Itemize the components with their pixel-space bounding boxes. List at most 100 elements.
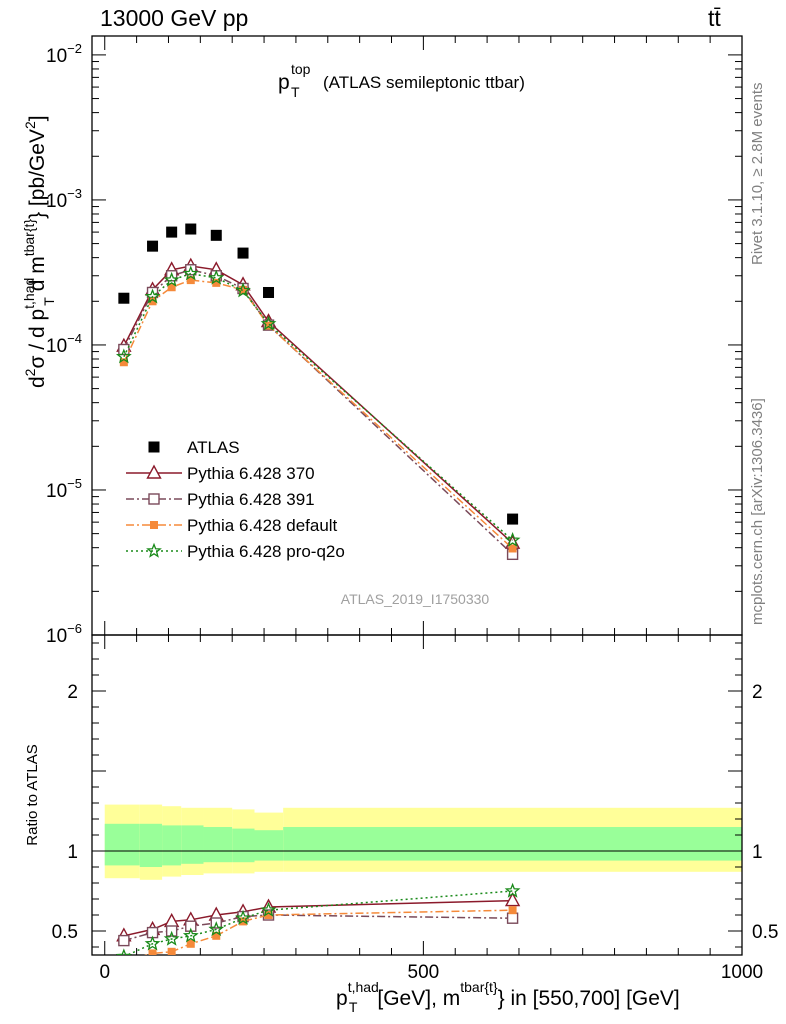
main-y-tick-label: 10−3 xyxy=(46,186,82,212)
ratio-y-tick-label: 1 xyxy=(67,842,78,863)
ratio-point-pythia-6-428-default xyxy=(212,931,221,940)
ratio-series-group xyxy=(115,882,521,965)
x-tick-label: 0 xyxy=(99,962,110,983)
main-series-group xyxy=(115,223,521,561)
main-series-pythia-6-428-default xyxy=(119,276,517,553)
legend-marker xyxy=(148,441,160,453)
ratio-point-pythia-6-428-391 xyxy=(185,920,197,932)
main-point-atlas xyxy=(263,286,275,298)
ratio-point-pythia-6-428-pro-q2o xyxy=(182,927,199,943)
legend-entry-atlas: ATLAS xyxy=(148,438,240,457)
main-line-pythia-6-428-370 xyxy=(123,265,514,544)
ratio-band-inner xyxy=(254,830,284,861)
ratio-y-tick-label-right: 2 xyxy=(752,682,763,703)
ratio-band-inner xyxy=(104,823,140,866)
ratio-axes: 0 500 1000 0.5 0.5 1 1 2 2 xyxy=(52,634,778,983)
ratio-point-pythia-6-428-default xyxy=(167,947,176,955)
main-point-pythia-6-428-pro-q2o xyxy=(504,531,521,547)
legend-marker xyxy=(146,542,162,558)
main-point-pythia-6-428-default xyxy=(239,285,248,294)
ratio-y-tick-label-right: 1 xyxy=(752,842,763,863)
main-point-pythia-6-428-default xyxy=(167,283,176,292)
main-point-atlas xyxy=(147,240,159,252)
legend-marker xyxy=(148,493,160,505)
legend-label: Pythia 6.428 default xyxy=(187,516,338,535)
main-y-tick-label: 10−2 xyxy=(46,41,82,67)
ratio-line-pythia-6-428-370 xyxy=(123,899,513,937)
rivet-version-label: Rivet 3.1.10, ≥ 2.8M events xyxy=(749,83,766,266)
plot-title-p: p xyxy=(278,71,290,94)
plot-title-rest: (ATLAS semileptonic ttbar) xyxy=(323,73,525,92)
legend-marker xyxy=(146,464,162,479)
plot-title: p top T (ATLAS semileptonic ttbar) xyxy=(278,61,525,100)
ratio-point-pythia-6-428-default xyxy=(120,957,128,965)
main-point-atlas xyxy=(210,229,222,241)
header-energy: 13000 GeV pp xyxy=(100,5,248,31)
ratio-band-inner xyxy=(139,823,163,867)
main-point-pythia-6-428-391 xyxy=(185,264,197,276)
ratio-y-tick-label-right: 0.5 xyxy=(752,922,778,943)
main-point-pythia-6-428-pro-q2o xyxy=(260,315,277,331)
main-series-atlas xyxy=(118,223,519,525)
main-point-pythia-6-428-pro-q2o xyxy=(115,348,132,364)
ratio-point-pythia-6-428-default xyxy=(186,939,195,948)
main-point-pythia-6-428-pro-q2o xyxy=(144,288,161,304)
ratio-y-axis-label: Ratio to ATLAS xyxy=(24,744,41,845)
legend-label: Pythia 6.428 370 xyxy=(187,464,315,483)
main-point-pythia-6-428-pro-q2o xyxy=(182,265,199,281)
plot-title-sub: T xyxy=(291,84,300,100)
ratio-point-pythia-6-428-391 xyxy=(506,912,519,924)
x-axis-label: pt,had T [GeV], mtbar{t}} in [550,700] [Ge… xyxy=(336,979,680,1015)
ratio-y-tick-label: 0.5 xyxy=(52,922,78,943)
analysis-id: ATLAS_2019_I1750330 xyxy=(341,591,490,607)
main-line-pythia-6-428-391 xyxy=(123,269,514,555)
ratio-point-pythia-6-428-pro-q2o xyxy=(260,901,277,917)
ratio-point-pythia-6-428-default xyxy=(264,911,273,919)
ratio-point-pythia-6-428-pro-q2o xyxy=(144,935,161,951)
main-point-pythia-6-428-pro-q2o xyxy=(235,282,251,298)
legend-label: Pythia 6.428 391 xyxy=(187,490,315,509)
plot-title-sup: top xyxy=(291,61,311,77)
main-line-pythia-6-428-default xyxy=(123,279,514,550)
main-point-atlas xyxy=(118,292,130,304)
ratio-y-tick-label: 2 xyxy=(67,682,78,703)
main-point-pythia-6-428-pro-q2o xyxy=(163,271,180,287)
ratio-series-inner xyxy=(115,882,521,965)
legend: ATLAS Pythia 6.428 370 Pythia 6.428 391 Pyt… xyxy=(126,438,345,561)
ratio-line-pythia-6-428-default xyxy=(143,909,513,955)
x-tick-label: 500 xyxy=(408,962,440,983)
main-point-atlas xyxy=(185,223,197,235)
ratio-point-pythia-6-428-pro-q2o xyxy=(115,948,132,955)
main-point-pythia-6-428-pro-q2o xyxy=(208,269,225,285)
legend-entry-pythia-6-428-default: Pythia 6.428 default xyxy=(126,516,338,535)
ratio-band-inner xyxy=(283,827,742,861)
header-process: tt̄ xyxy=(708,5,721,31)
main-y-tick-label: 10−4 xyxy=(46,331,82,357)
ratio-point-pythia-6-428-370 xyxy=(504,892,521,907)
main-point-atlas xyxy=(507,513,519,525)
ratio-point-pythia-6-428-default xyxy=(508,906,517,915)
main-point-pythia-6-428-default xyxy=(186,276,195,285)
legend-entry-pythia-6-428-pro-q2o: Pythia 6.428 pro-q2o xyxy=(126,542,345,561)
main-y-tick-label: 10−5 xyxy=(46,476,82,502)
legend-marker xyxy=(150,521,158,529)
legend-entry-pythia-6-428-370: Pythia 6.428 370 xyxy=(126,464,315,483)
main-point-atlas xyxy=(166,226,178,238)
main-point-pythia-6-428-default xyxy=(508,544,517,553)
main-point-pythia-6-428-default xyxy=(264,321,273,330)
ratio-series-pythia-6-428-391 xyxy=(118,909,519,947)
ratio-band-inner xyxy=(181,825,204,864)
legend-label: ATLAS xyxy=(187,438,240,457)
main-axes: 10−6 10−5 10−4 10−3 10−2 xyxy=(46,35,743,647)
ratio-plot-frame xyxy=(91,634,743,956)
main-y-axis-label: d2σ / d pt,had T d mtbar{t}} [pb/GeV2] xyxy=(21,115,57,388)
main-y-tick-label: 10−6 xyxy=(46,621,82,647)
ratio-series-clip xyxy=(115,882,521,965)
ratio-point-pythia-6-428-pro-q2o xyxy=(235,909,251,925)
main-point-atlas xyxy=(237,247,249,259)
main-point-pythia-6-428-default xyxy=(212,278,221,287)
ratio-point-pythia-6-428-pro-q2o xyxy=(504,882,521,898)
ratio-point-pythia-6-428-391 xyxy=(118,934,130,947)
ratio-uncertainty-bands xyxy=(92,804,742,880)
